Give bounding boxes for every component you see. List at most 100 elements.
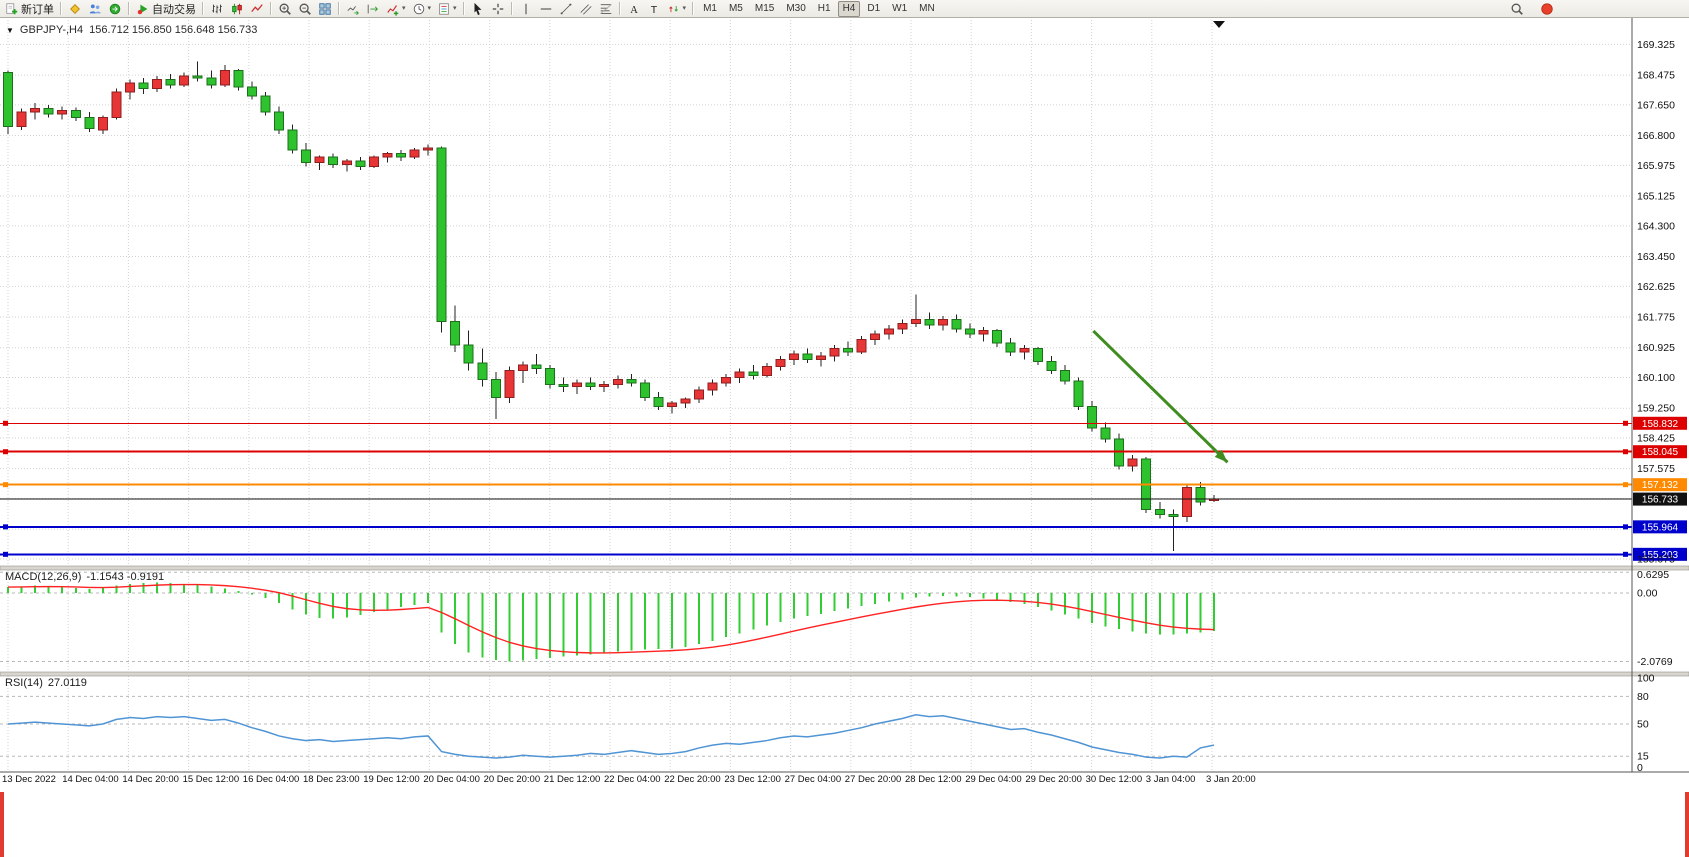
candle [301,142,312,167]
auto-scroll-icon [346,2,360,16]
candle [965,323,976,338]
rsi-axis-label: 100 [1637,673,1655,685]
accounts-icon [88,2,102,16]
price-axis-label: 160.100 [1637,372,1675,384]
zoom-in-button[interactable] [275,0,295,18]
candle [978,326,989,342]
timeframe-mn-button[interactable]: MN [919,2,935,14]
timeframe-h4-button[interactable]: H4 [837,0,861,17]
navigator-button[interactable] [105,0,125,18]
candle [490,372,501,420]
candle [558,377,569,392]
search-button[interactable] [1507,0,1527,18]
rsi-line [7,714,1215,759]
pane-separator[interactable] [0,671,1689,677]
candle [43,104,54,118]
macd-axis-label: 0.00 [1637,588,1658,600]
candle [3,70,13,134]
label-button[interactable]: T [644,0,664,18]
pane-separator[interactable] [0,565,1689,571]
bar-chart-icon [210,2,224,16]
price-axis[interactable]: 169.325 168.475 167.650 166.800 165.975 165.1… [1637,39,1675,774]
candle [1100,422,1111,443]
candle [423,144,434,156]
candle [585,377,596,391]
time-axis[interactable]: 13 Dec 2022 14 Dec 04:00 14 Dec 20:00 15 De… [0,774,1689,790]
timeframe-m30-button[interactable]: M30 [786,2,806,14]
candle-chart-button[interactable] [227,0,247,18]
indicators-button[interactable]: ▾ [383,0,409,18]
price-axis-label: 163.450 [1637,251,1675,263]
auto-scroll-button[interactable] [343,0,363,18]
timeframe-m1-button[interactable]: M1 [703,2,717,14]
toolbar-separator [270,2,272,15]
candle [1127,455,1138,472]
toolbar-separator [618,2,621,15]
vertical-line-button[interactable] [516,0,536,18]
zoom-out-icon [298,2,312,16]
price-tag: 155.203 [1633,547,1687,561]
market-watch-button[interactable] [65,0,85,18]
price-axis-label: 167.650 [1637,99,1675,111]
svg-text:155.203: 155.203 [1642,550,1679,561]
collapse-icon[interactable]: ▼ [6,25,14,35]
timeframe-w1-button[interactable]: W1 [892,2,908,14]
timeframe-m5-button[interactable]: M5 [728,2,743,14]
macd-level-lines [0,571,1632,663]
trendline-button[interactable] [556,0,576,18]
zoom-out-button[interactable] [295,0,315,18]
window-edge-left [0,792,4,857]
candle [517,361,528,383]
accounts-button[interactable] [85,0,105,18]
rsi-axis-label: 80 [1637,691,1649,703]
horizontal-line-object-155.964[interactable] [0,524,1632,530]
candle [639,379,650,401]
timeframe-m15-button[interactable]: M15 [754,2,775,14]
horizontal-line-object-157.132[interactable] [0,482,1632,488]
channel-button[interactable] [576,0,596,18]
new-order-icon [5,2,19,16]
price-axis-label: 160.925 [1637,342,1675,354]
timeframe-d1-button[interactable]: D1 [867,2,881,14]
arrows-button[interactable]: ▾ [664,0,690,18]
horizontal-line-object-158.832[interactable] [0,420,1632,426]
horizontal-line-button[interactable] [536,0,556,18]
candle [30,103,41,120]
horizontal-line-object-158.045[interactable] [0,449,1632,455]
candle [924,312,935,329]
candle [233,68,244,91]
candle [16,108,27,131]
chart-shift-marker[interactable] [1213,21,1225,28]
templates-button[interactable]: ▾ [434,0,460,18]
text-button[interactable]: A [624,0,644,18]
notifications-button[interactable] [1537,0,1557,18]
candle [179,72,190,87]
periods-button[interactable]: ▾ [409,0,435,18]
cursor-button[interactable] [468,0,488,18]
price-axis-label: 158.425 [1637,432,1675,444]
crosshair-button[interactable] [488,0,508,18]
auto-trading-button[interactable]: 自动交易 [133,0,199,18]
fibonacci-button[interactable] [596,0,616,18]
line-chart-button[interactable] [247,0,267,18]
time-axis-label: 3 Jan 20:00 [1206,774,1256,785]
bar-chart-button[interactable] [207,0,227,18]
timeframe-h1-button[interactable]: H1 [817,2,831,14]
price-axis-label: 161.775 [1637,312,1675,324]
rsi-value: 27.0119 [47,677,87,689]
new-order-button[interactable]: 新订单 [2,0,57,18]
candle [504,366,515,403]
time-axis-label: 22 Dec 04:00 [604,774,661,785]
candle [734,368,745,383]
candle [531,354,542,374]
trend-arrow-object[interactable] [1092,329,1229,464]
horizontal-line-object-155.203[interactable] [0,551,1632,557]
macd-axis-label: -2.0769 [1637,656,1673,668]
shift-chart-button[interactable] [363,0,383,18]
candle [1168,509,1179,551]
tile-windows-button[interactable] [315,0,335,18]
market-watch-icon [68,2,82,16]
crosshair-icon [491,2,505,16]
toolbar-separator [202,2,204,15]
